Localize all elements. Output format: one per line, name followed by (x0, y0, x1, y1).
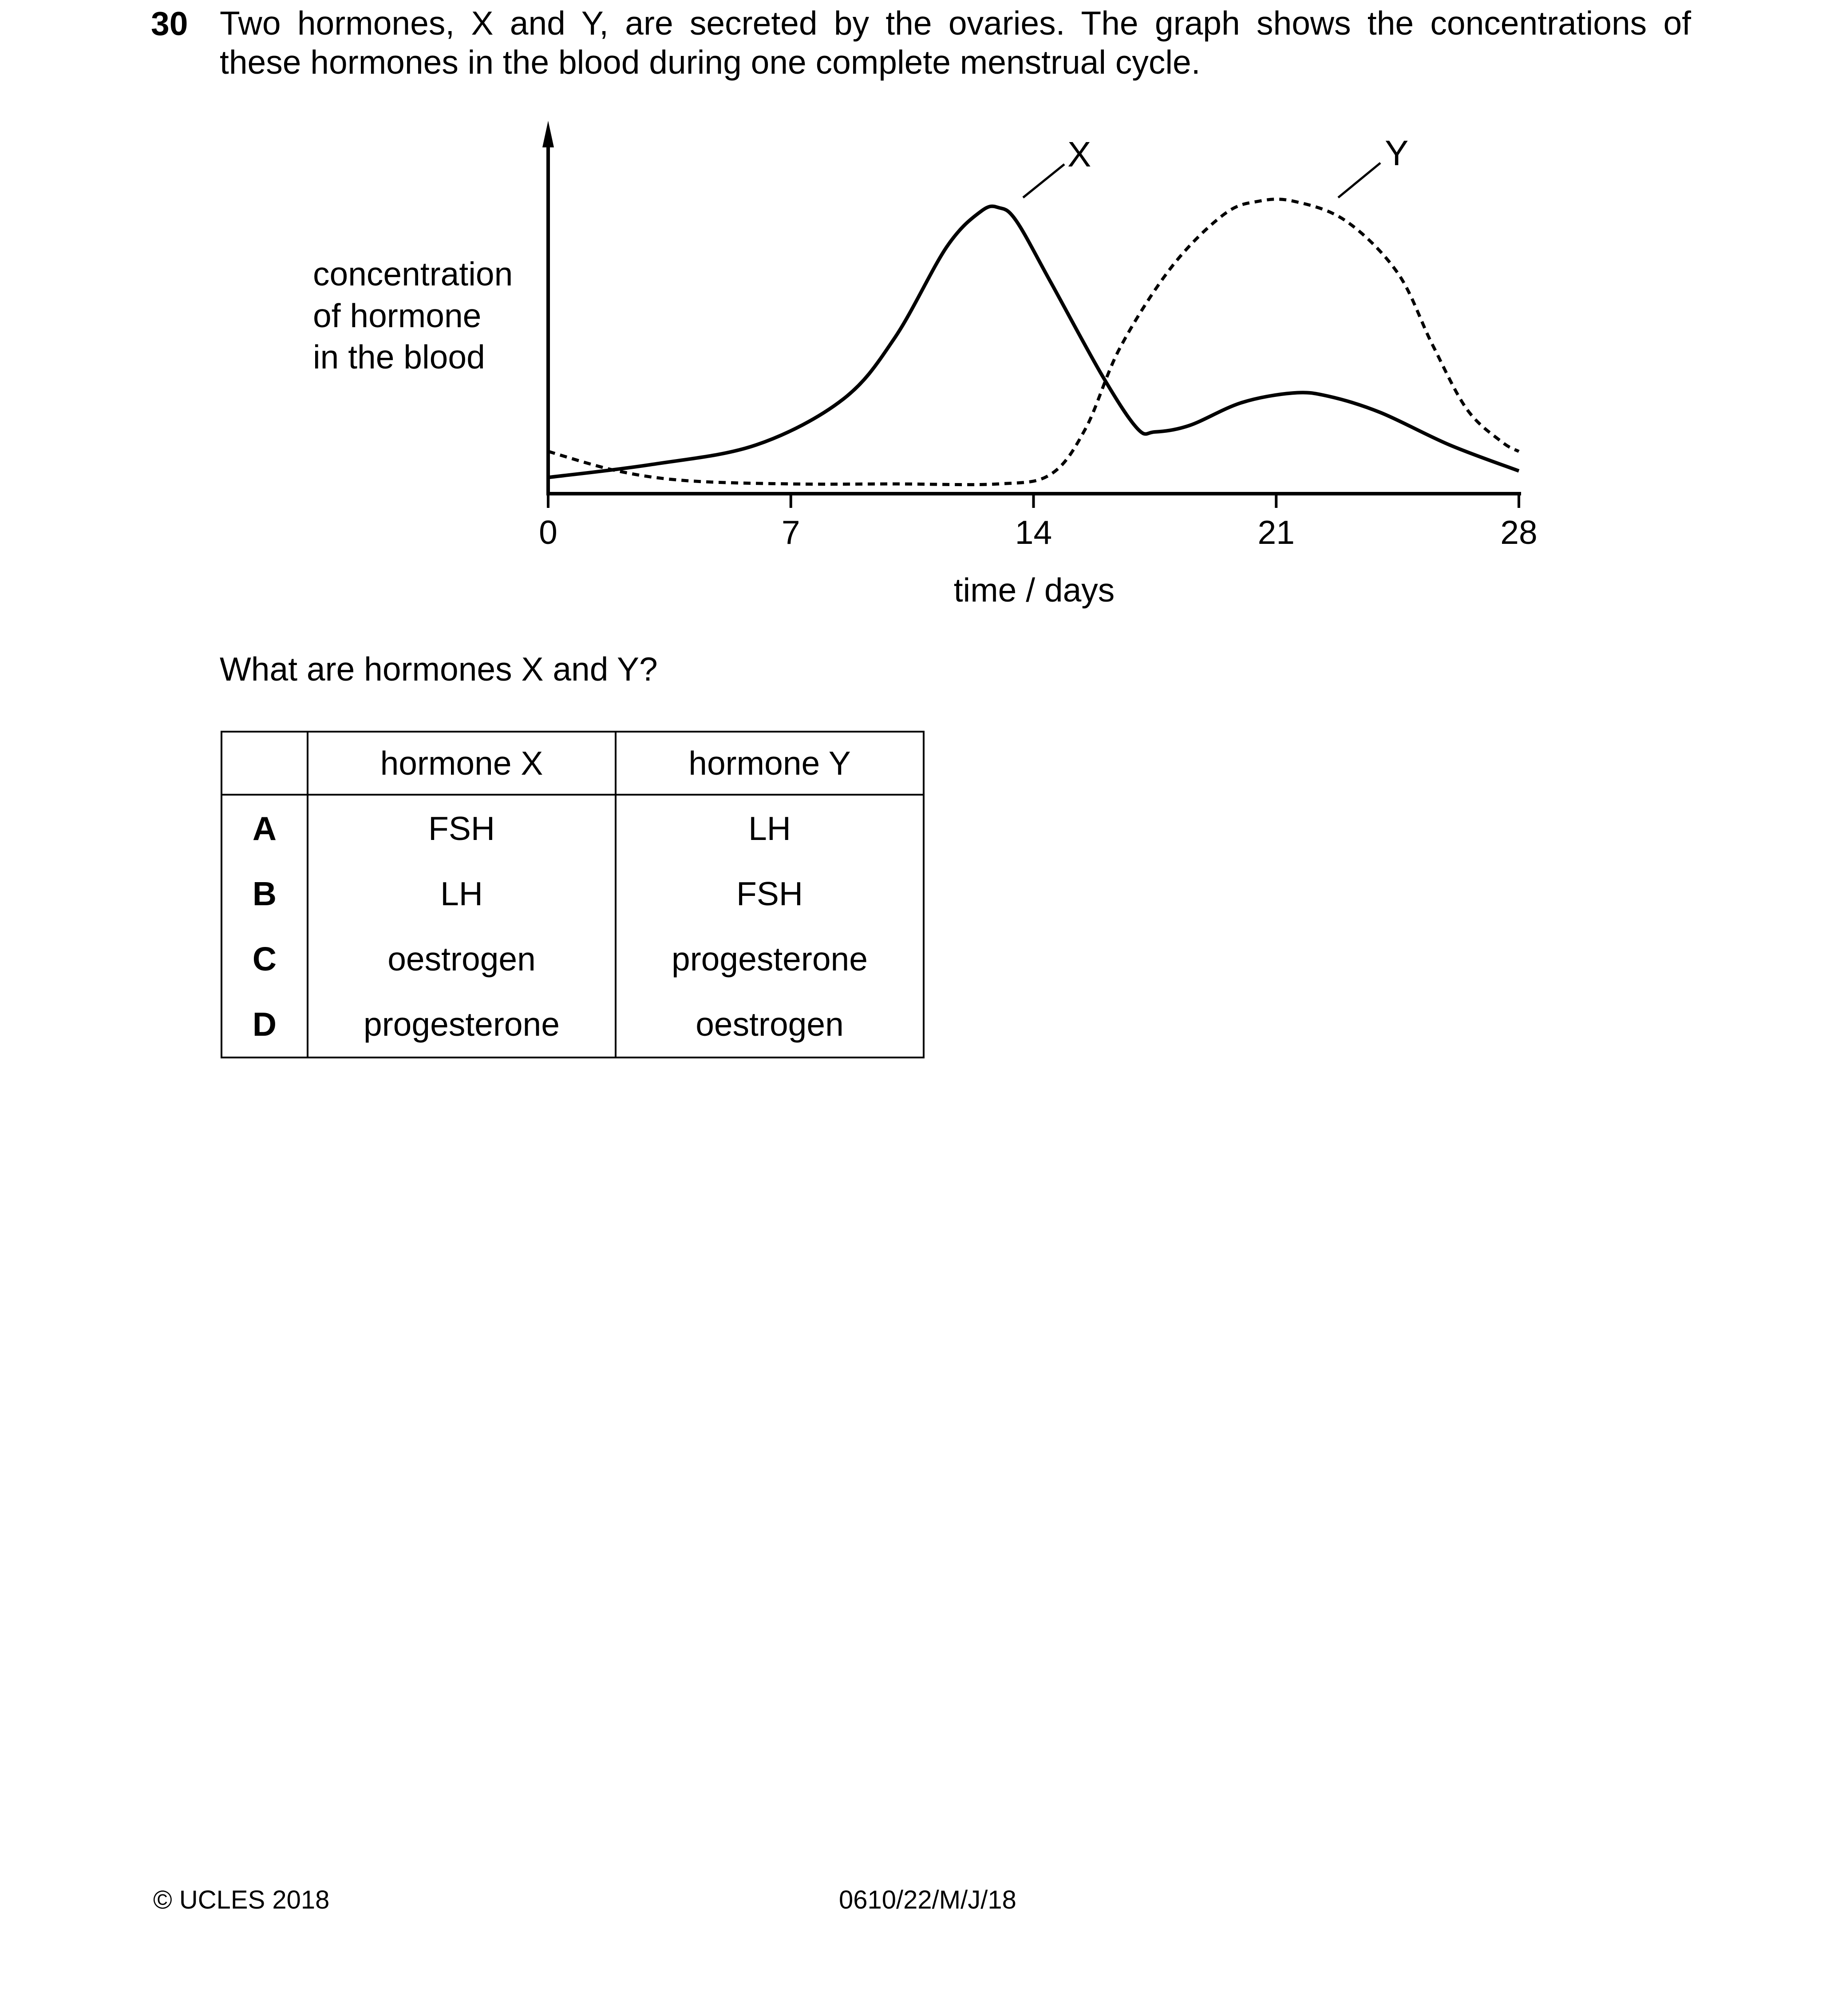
option-key: B (221, 861, 308, 926)
table-header-hormone-y: hormone Y (615, 731, 925, 796)
option-hormone-x: LH (307, 861, 617, 926)
y-axis-label-line-2: of hormone (313, 297, 481, 334)
footer-paper-code: 0610/22/M/J/18 (839, 1885, 1016, 1914)
option-hormone-x: oestrogen (307, 926, 617, 991)
option-hormone-y: oestrogen (615, 991, 925, 1058)
table-header-row: hormone X hormone Y (221, 731, 925, 796)
question-stem: Two hormones, X and Y, are secreted by t… (220, 4, 1691, 82)
option-key: C (221, 926, 308, 991)
y-axis-label-line-1: concentration (313, 255, 513, 293)
option-hormone-x: progesterone (307, 991, 617, 1058)
x-tick-label: 21 (1258, 514, 1295, 551)
series-x-line (548, 204, 1520, 479)
series-y-line (548, 198, 1520, 487)
table-header-hormone-x: hormone X (307, 731, 617, 796)
series-x-leader-line (1022, 163, 1065, 198)
question-stem-line-2: these hormones in the blood during one c… (220, 44, 1201, 81)
question-prompt: What are hormones X and Y? (220, 650, 658, 688)
x-tick-label: 0 (539, 514, 557, 551)
y-axis-arrowhead (542, 121, 554, 147)
series-y-label: Y (1385, 133, 1408, 173)
table-row: D progesterone oestrogen (221, 991, 925, 1058)
option-key: D (221, 991, 308, 1058)
answer-options-table: hormone X hormone Y A FSH LH B LH FSH C … (221, 731, 925, 1058)
table-row: A FSH LH (221, 794, 925, 861)
option-key: A (221, 794, 308, 861)
footer-copyright: © UCLES 2018 (153, 1885, 330, 1914)
x-tick-label: 28 (1500, 514, 1537, 551)
x-tick-label: 14 (1015, 514, 1052, 551)
hormone-concentration-graph: 0 7 14 21 28 concentration of hormone in the… (313, 121, 1538, 609)
x-tick-label: 7 (782, 514, 800, 551)
x-axis-label: time / days (954, 571, 1115, 609)
question-number: 30 (151, 5, 188, 42)
option-hormone-y: FSH (615, 861, 925, 926)
table-row: C oestrogen progesterone (221, 926, 925, 991)
series-y-leader-line (1337, 162, 1381, 198)
table-header-blank (221, 731, 308, 796)
table-row: B LH FSH (221, 861, 925, 926)
option-hormone-x: FSH (307, 794, 617, 861)
series-x-label: X (1067, 135, 1091, 174)
option-hormone-y: progesterone (615, 926, 925, 991)
option-hormone-y: LH (615, 794, 925, 861)
y-axis-label-line-3: in the blood (313, 338, 485, 376)
question-stem-line-1: Two hormones, X and Y, are secreted by t… (220, 4, 1691, 42)
